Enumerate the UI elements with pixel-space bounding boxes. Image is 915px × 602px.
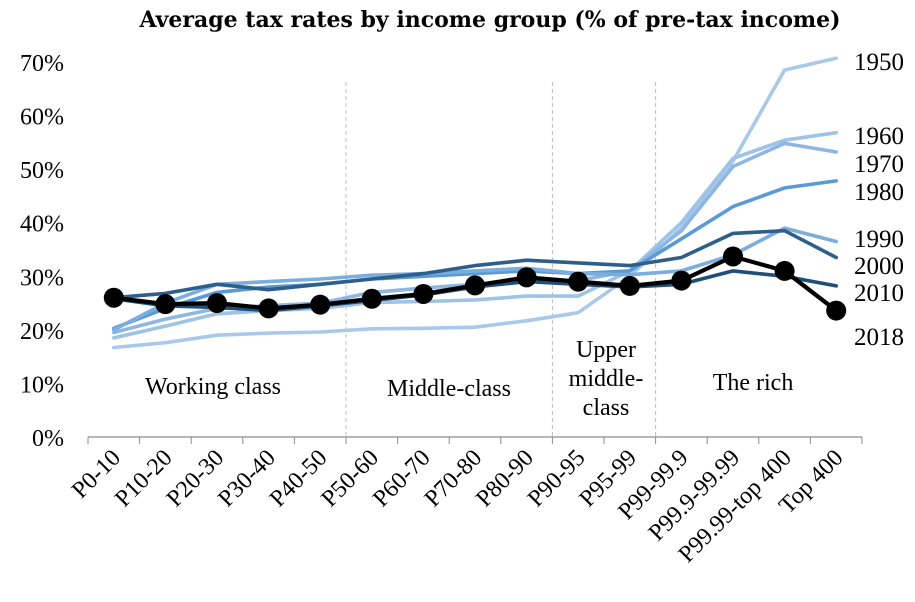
- x-tick-label: P10-20: [110, 445, 177, 512]
- x-tick-label: P30-40: [213, 445, 280, 512]
- data-point-2018: [207, 293, 227, 314]
- y-tick-label: 30%: [20, 265, 64, 291]
- series-label-1990: 1990: [854, 226, 904, 253]
- data-point-2018: [826, 300, 847, 321]
- data-point-2018: [568, 271, 589, 292]
- chart-title: Average tax rates by income group (% of …: [138, 7, 840, 33]
- x-tick-label: P70-80: [420, 445, 487, 512]
- series-label-2000: 2000: [854, 253, 904, 280]
- y-tick-label: 0%: [32, 426, 64, 452]
- series-line-1980: [112, 179, 838, 331]
- data-point-2018: [516, 267, 537, 288]
- series-label-1950: 1950: [854, 49, 904, 76]
- y-axis-ticks: 0% 10% 20% 30% 40% 50% 60% 70%: [20, 51, 64, 452]
- series-label-1980: 1980: [854, 179, 904, 206]
- x-tick-label: P50-60: [317, 445, 384, 512]
- series-label-1960: 1960: [854, 123, 904, 150]
- series-line-1990: [112, 226, 838, 332]
- region-label: middle-: [569, 366, 644, 392]
- series-markers: [103, 246, 847, 321]
- series-label-2018: 2018: [854, 324, 904, 351]
- y-tick-label: 50%: [20, 158, 64, 184]
- axes: [87, 436, 863, 444]
- series-label-2010: 2010: [854, 280, 904, 307]
- data-point-2018: [619, 275, 640, 296]
- y-tick-label: 60%: [20, 105, 64, 131]
- data-point-2018: [671, 270, 692, 291]
- x-tick-label: P90-95: [523, 445, 590, 512]
- series-label-1970: 1970: [854, 151, 904, 178]
- y-tick-label: 10%: [20, 372, 64, 398]
- data-point-2018: [258, 298, 279, 319]
- data-point-2018: [465, 275, 485, 296]
- series-line-1960: [112, 130, 838, 340]
- region-label: Working class: [145, 374, 281, 400]
- data-point-2018: [723, 246, 743, 267]
- data-point-2018: [103, 287, 124, 308]
- region-label: The rich: [713, 370, 794, 396]
- y-tick-label: 40%: [20, 212, 64, 238]
- x-tick-label: P40-50: [265, 445, 332, 512]
- data-point-2018: [774, 260, 795, 281]
- region-dividers: [345, 82, 657, 437]
- series-line-1950: [112, 56, 838, 350]
- x-axis-ticks: P0-10P10-20P20-30P30-40P40-50P50-60P60-7…: [67, 445, 848, 568]
- data-point-2018: [310, 294, 331, 315]
- x-tick-label: P60-70: [368, 445, 435, 512]
- x-tick-label: P80-90: [471, 445, 538, 512]
- region-label: class: [583, 395, 630, 421]
- region-label: Upper: [576, 337, 636, 363]
- region-label: Middle-class: [387, 376, 511, 402]
- y-tick-label: 70%: [20, 51, 64, 77]
- y-tick-label: 20%: [20, 319, 64, 345]
- region-labels: Working class Middle-class Upper middle-cla…: [145, 337, 793, 421]
- x-tick-label: P20-30: [162, 445, 229, 512]
- data-point-2018: [155, 294, 176, 315]
- data-point-2018: [413, 283, 434, 304]
- series-line-2000: [112, 228, 838, 300]
- data-point-2018: [361, 288, 382, 309]
